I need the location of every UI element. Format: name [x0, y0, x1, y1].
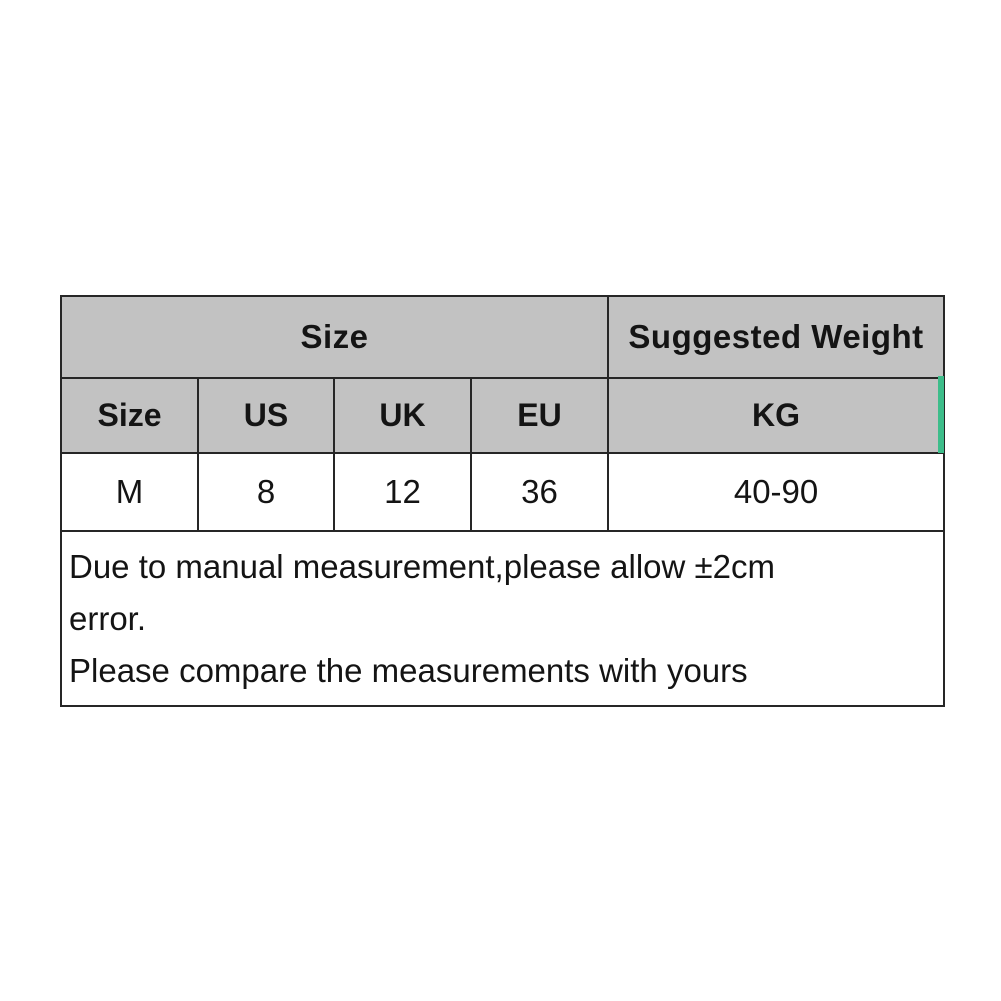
col-header-kg: KG	[607, 377, 946, 454]
size-chart: Size Suggested Weight Size US UK EU KG M…	[59, 295, 946, 707]
column-header-row: Size US UK EU KG	[60, 377, 946, 454]
col-header-uk: UK	[333, 377, 472, 454]
cell-size-value: M	[60, 452, 199, 532]
footnote-line-2: error.	[69, 600, 147, 637]
col-header-size: Size	[60, 377, 199, 454]
footnote-cell: Due to manual measurement,please allow ±…	[59, 530, 946, 707]
kg-cell-selection-highlight	[938, 376, 944, 453]
size-group-header-cell: Size	[59, 295, 610, 379]
cell-uk-value: 12	[333, 452, 472, 532]
footnote-line-3: Please compare the measurements with you…	[69, 652, 748, 689]
suggested-weight-header-cell: Suggested Weight	[607, 295, 946, 379]
col-header-eu: EU	[469, 377, 610, 454]
cell-eu-value: 36	[469, 452, 610, 532]
group-header-row: Size Suggested Weight	[59, 295, 946, 379]
footnote-row: Due to manual measurement,please allow ±…	[59, 530, 946, 707]
cell-us-value: 8	[197, 452, 335, 532]
table-row: M 8 12 36 40-90	[60, 452, 946, 532]
size-chart-table: Size Suggested Weight Size US UK EU KG M…	[59, 295, 946, 707]
footnote-line-1: Due to manual measurement,please allow ±…	[69, 548, 775, 585]
cell-kg-value: 40-90	[607, 452, 946, 532]
col-header-us: US	[197, 377, 335, 454]
